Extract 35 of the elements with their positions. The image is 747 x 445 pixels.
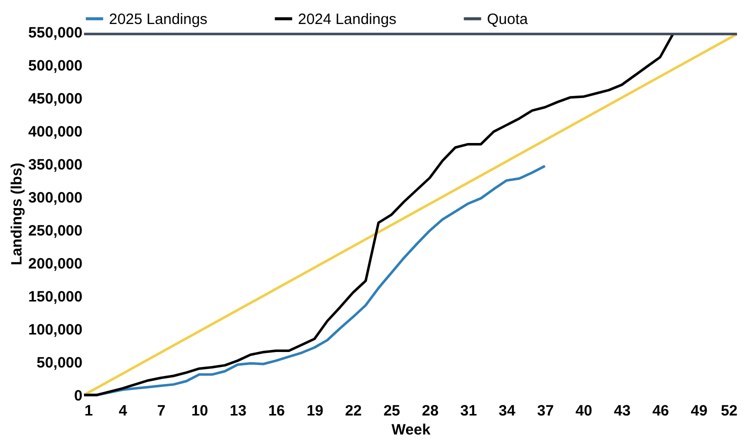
x-tick-label: 7 bbox=[157, 402, 166, 420]
y-tick-label: 50,000 bbox=[36, 354, 82, 372]
y-axis-title: Landings (lbs) bbox=[8, 162, 26, 266]
x-tick-label: 37 bbox=[537, 402, 554, 420]
y-tick-label: 100,000 bbox=[28, 322, 82, 338]
x-tick-label: 28 bbox=[422, 402, 439, 420]
y-tick-label: 400,000 bbox=[28, 124, 82, 140]
x-tick-label: 34 bbox=[498, 402, 516, 420]
x-tick-label: 31 bbox=[460, 402, 477, 420]
x-tick-label: 49 bbox=[690, 402, 708, 420]
x-tick-label: 46 bbox=[652, 402, 670, 420]
x-tick-label: 4 bbox=[118, 402, 128, 420]
x-tick-label: 1 bbox=[84, 402, 93, 420]
x-tick-label: 10 bbox=[191, 402, 208, 420]
legend-label: 2025 Landings bbox=[109, 10, 208, 28]
y-tick-label: 200,000 bbox=[28, 256, 82, 272]
x-axis-title: Week bbox=[392, 422, 432, 438]
legend-label: Quota bbox=[487, 10, 529, 28]
y-tick-label: 0 bbox=[74, 388, 82, 404]
x-tick-label: 16 bbox=[268, 402, 285, 420]
legend-label: 2024 Landings bbox=[298, 10, 396, 28]
y-tick-label: 300,000 bbox=[28, 190, 82, 206]
y-tick-label: 250,000 bbox=[28, 222, 82, 240]
x-tick-label: 40 bbox=[576, 402, 592, 420]
y-tick-label: 450,000 bbox=[28, 90, 82, 108]
x-tick-label: 43 bbox=[614, 402, 631, 420]
y-tick-label: 350,000 bbox=[28, 156, 82, 174]
y-tick-label: 500,000 bbox=[28, 58, 82, 74]
y-tick-label: 550,000 bbox=[28, 24, 82, 42]
x-tick-label: 19 bbox=[306, 402, 324, 420]
x-tick-label: 22 bbox=[345, 402, 362, 420]
x-tick-label: 13 bbox=[230, 402, 246, 420]
y-tick-label: 150,000 bbox=[28, 288, 82, 306]
x-tick-label: 52 bbox=[720, 402, 738, 420]
x-tick-label: 25 bbox=[383, 402, 400, 420]
